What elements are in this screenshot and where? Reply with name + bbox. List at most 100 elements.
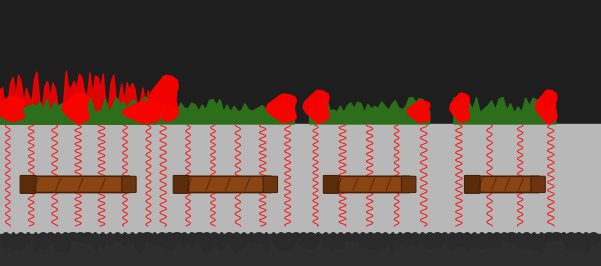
Ellipse shape	[271, 233, 276, 244]
Polygon shape	[0, 97, 156, 124]
FancyBboxPatch shape	[178, 176, 272, 193]
Ellipse shape	[505, 233, 519, 243]
FancyBboxPatch shape	[401, 176, 416, 193]
Ellipse shape	[442, 233, 448, 241]
Ellipse shape	[410, 233, 419, 246]
FancyBboxPatch shape	[329, 176, 410, 193]
Polygon shape	[266, 94, 296, 122]
Ellipse shape	[390, 233, 395, 253]
Ellipse shape	[484, 233, 495, 248]
Ellipse shape	[419, 233, 426, 244]
Ellipse shape	[248, 233, 255, 243]
Ellipse shape	[276, 233, 287, 251]
Ellipse shape	[157, 233, 168, 246]
Ellipse shape	[209, 233, 220, 245]
Ellipse shape	[201, 233, 213, 252]
Ellipse shape	[588, 233, 599, 244]
Ellipse shape	[152, 233, 157, 247]
Ellipse shape	[76, 233, 85, 242]
Polygon shape	[62, 93, 89, 123]
FancyBboxPatch shape	[531, 176, 545, 193]
Ellipse shape	[462, 233, 472, 250]
Polygon shape	[0, 97, 25, 121]
Ellipse shape	[141, 233, 154, 242]
Ellipse shape	[365, 233, 376, 249]
FancyBboxPatch shape	[323, 176, 339, 193]
Polygon shape	[150, 75, 178, 121]
Ellipse shape	[108, 233, 113, 245]
Ellipse shape	[491, 233, 502, 248]
Ellipse shape	[100, 233, 106, 248]
Ellipse shape	[447, 233, 457, 251]
Ellipse shape	[26, 233, 31, 243]
Ellipse shape	[582, 233, 590, 252]
Ellipse shape	[551, 233, 563, 240]
Ellipse shape	[401, 233, 413, 246]
Ellipse shape	[92, 233, 99, 250]
FancyBboxPatch shape	[465, 176, 480, 193]
Ellipse shape	[397, 233, 403, 245]
Ellipse shape	[564, 233, 578, 250]
Ellipse shape	[188, 233, 196, 247]
Ellipse shape	[185, 177, 266, 180]
Ellipse shape	[352, 233, 359, 242]
Bar	[0, 0, 601, 124]
Ellipse shape	[16, 233, 26, 250]
Ellipse shape	[501, 233, 508, 240]
Ellipse shape	[316, 233, 322, 243]
Ellipse shape	[561, 233, 567, 241]
Ellipse shape	[344, 233, 352, 241]
Ellipse shape	[46, 233, 55, 244]
Polygon shape	[0, 97, 156, 124]
Ellipse shape	[82, 233, 94, 243]
FancyBboxPatch shape	[173, 176, 189, 193]
Ellipse shape	[544, 233, 554, 242]
Ellipse shape	[478, 233, 486, 249]
FancyBboxPatch shape	[25, 176, 131, 193]
Ellipse shape	[299, 233, 308, 247]
FancyBboxPatch shape	[470, 176, 540, 193]
Polygon shape	[156, 99, 294, 124]
Ellipse shape	[61, 233, 70, 252]
Ellipse shape	[181, 233, 188, 246]
Polygon shape	[450, 93, 469, 122]
Ellipse shape	[282, 233, 295, 250]
Ellipse shape	[334, 177, 405, 180]
Ellipse shape	[382, 233, 389, 246]
Ellipse shape	[291, 233, 300, 242]
Ellipse shape	[130, 233, 135, 243]
Ellipse shape	[114, 233, 121, 241]
Ellipse shape	[37, 233, 49, 250]
Ellipse shape	[424, 233, 436, 249]
FancyBboxPatch shape	[20, 176, 36, 193]
Polygon shape	[535, 90, 557, 123]
Ellipse shape	[240, 233, 248, 248]
Ellipse shape	[372, 233, 384, 250]
Ellipse shape	[573, 233, 585, 250]
Ellipse shape	[538, 233, 545, 252]
Polygon shape	[454, 97, 556, 124]
Polygon shape	[407, 101, 430, 122]
Ellipse shape	[322, 233, 329, 248]
Ellipse shape	[454, 233, 466, 246]
Polygon shape	[303, 90, 329, 123]
Ellipse shape	[231, 233, 242, 252]
Polygon shape	[310, 97, 430, 124]
Ellipse shape	[471, 233, 478, 248]
Ellipse shape	[253, 233, 264, 243]
Ellipse shape	[431, 233, 444, 248]
Ellipse shape	[516, 233, 522, 248]
Ellipse shape	[264, 233, 269, 252]
Ellipse shape	[32, 177, 124, 180]
Ellipse shape	[33, 233, 38, 253]
Ellipse shape	[475, 177, 535, 180]
Ellipse shape	[11, 233, 16, 250]
Ellipse shape	[1, 233, 11, 248]
Ellipse shape	[170, 233, 184, 243]
Ellipse shape	[337, 233, 345, 249]
Bar	[0, 124, 601, 234]
Ellipse shape	[359, 233, 367, 247]
Ellipse shape	[329, 233, 338, 250]
Ellipse shape	[219, 233, 224, 251]
Polygon shape	[0, 71, 156, 124]
